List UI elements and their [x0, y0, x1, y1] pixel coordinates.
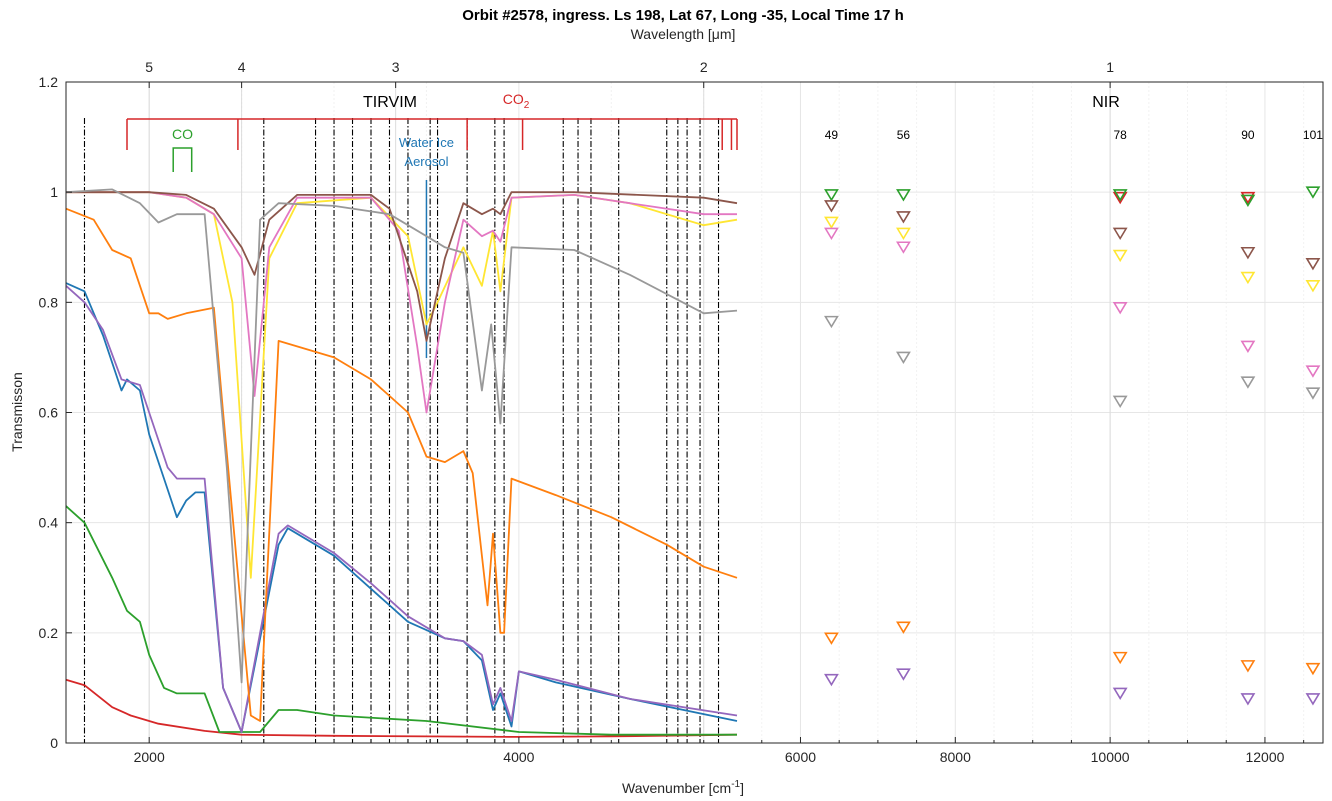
y-tick-label: 0.2 [39, 625, 59, 641]
series-line [65, 505, 737, 736]
nir-marker [824, 200, 839, 213]
y-axis-label: Transmisson [9, 372, 25, 452]
y-tick-label: 0.4 [39, 515, 59, 531]
co2-label: CO2 [503, 91, 530, 111]
nir-marker [824, 315, 839, 329]
nir-marker [1305, 257, 1321, 271]
x-tick-label: 2000 [134, 749, 165, 765]
top-axis-label: Wavelength [μm] [631, 26, 736, 42]
co2-label-sub: 2 [524, 100, 530, 111]
nir-marker [896, 227, 911, 241]
nir-channel-label: 56 [897, 128, 911, 142]
x-tick-label: 8000 [940, 749, 971, 765]
water-ice-label-line1: Water Ice [399, 135, 454, 150]
y-tick-label: 0.8 [39, 294, 59, 310]
nir-channel-label: 49 [825, 128, 839, 142]
x-axis-label-text: Wavenumber [cm [622, 780, 731, 796]
nir-marker [824, 216, 839, 230]
nir-marker [824, 673, 839, 687]
top-tick-label: 1 [1106, 59, 1114, 75]
nir-marker [1112, 227, 1128, 241]
series-line [66, 191, 738, 342]
series-layer [65, 186, 1321, 738]
nir-marker [824, 189, 839, 202]
x-tick-label: 4000 [503, 749, 534, 765]
y-tick-label: 0 [50, 735, 58, 751]
nir-marker [1240, 271, 1256, 285]
nir-marker [1112, 395, 1128, 409]
nir-marker [1240, 191, 1256, 205]
co2-label-text: CO [503, 91, 524, 107]
axes: 2000 4000 6000 8000 10000 12000 0 0.2 0.4 0.6 0.8 1… [39, 59, 1324, 765]
nir-marker [1305, 387, 1321, 400]
nir-marker [896, 668, 911, 681]
grid-layer [66, 81, 1323, 744]
dashdot-lines [83, 118, 720, 743]
nir-channel-label: 78 [1114, 128, 1128, 142]
series-line [65, 285, 738, 733]
x-axis-label: Wavenumber [cm-1] [622, 779, 744, 796]
nir-marker [1305, 662, 1321, 676]
nir-marker [1240, 693, 1256, 706]
nir-marker [1240, 194, 1256, 207]
x-axis-label-close: ] [740, 780, 744, 796]
nir-marker [1112, 249, 1128, 263]
nir-marker [1240, 376, 1256, 389]
water-ice-label-line2: Aerosol [404, 154, 448, 169]
top-tick-label: 5 [145, 59, 153, 75]
tirvim-label: TIRVIM [363, 94, 417, 111]
top-tick-label: 4 [238, 59, 246, 75]
top-tick-label: 2 [700, 59, 708, 75]
nir-marker [1112, 189, 1128, 202]
co-bracket [172, 147, 193, 172]
series-line [65, 207, 738, 722]
nir-marker [1305, 186, 1321, 199]
series-line [65, 188, 738, 684]
nir-marker [1240, 246, 1256, 260]
nir-marker [1305, 365, 1321, 378]
x-tick-label: 10000 [1091, 749, 1130, 765]
top-tick-label: 3 [392, 59, 400, 75]
nir-marker [824, 227, 839, 241]
x-axis-label-sup: -1 [731, 779, 740, 790]
chart-title: Orbit #2578, ingress. Ls 198, Lat 67, Lo… [462, 7, 904, 24]
nir-marker [1112, 302, 1128, 315]
nir-marker [1240, 660, 1256, 673]
x-tick-label: 12000 [1245, 749, 1284, 765]
co-label: CO [172, 126, 193, 142]
nir-channel-label: 90 [1241, 128, 1255, 142]
nir-marker [896, 211, 911, 224]
nir-marker [896, 241, 911, 254]
nir-marker [896, 621, 911, 634]
nir-marker [896, 351, 911, 364]
series-line [65, 282, 738, 733]
nir-marker [1305, 280, 1321, 293]
nir-marker [1112, 191, 1128, 205]
nir-marker [1240, 340, 1256, 353]
nir-channel-label: 101 [1303, 128, 1323, 142]
nir-marker [1112, 687, 1128, 700]
series-line [66, 191, 737, 414]
nir-marker [896, 189, 911, 202]
nir-marker [824, 632, 839, 645]
nir-marker [1305, 693, 1321, 706]
nir-label: NIR [1092, 94, 1120, 111]
y-tick-label: 1.2 [39, 74, 59, 90]
x-tick-label: 6000 [785, 749, 816, 765]
y-tick-label: 1 [50, 184, 58, 200]
y-tick-label: 0.6 [39, 405, 59, 421]
nir-marker [1112, 651, 1128, 665]
